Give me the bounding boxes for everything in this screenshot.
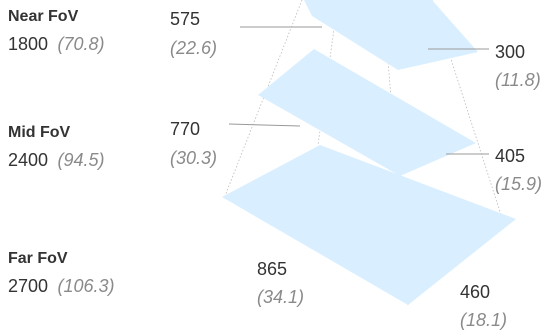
leader-lines (228, 26, 489, 155)
near-fov-distance-line: 1800 (70.8) (8, 34, 105, 54)
near-width-value: 575 (170, 9, 200, 29)
far-fov-distance-line: 2700 (106.3) (8, 276, 115, 296)
far-fov-distance: 2700 (8, 276, 48, 296)
near-height-value: 300 (495, 42, 525, 62)
far-fov-distance-inches: (106.3) (58, 276, 115, 296)
mid-fov-distance: 2400 (8, 150, 48, 170)
far-height-value: 460 (460, 282, 490, 302)
far-height-inches: (18.1) (460, 310, 507, 330)
near-fov-distance: 1800 (8, 34, 48, 54)
far-fov-title: Far FoV (8, 250, 68, 267)
mid-height-inches: (15.9) (495, 174, 542, 194)
far-width-value: 865 (257, 259, 287, 279)
near-fov-plane (304, 0, 478, 70)
far-fov-plane (222, 145, 516, 305)
mid-width-leader (228, 123, 301, 127)
mid-width-inches: (30.3) (170, 148, 217, 168)
mid-width-value: 770 (170, 119, 200, 139)
mid-fov-title: Mid FoV (8, 124, 71, 141)
near-width-inches: (22.6) (170, 38, 217, 58)
mid-height-value: 405 (495, 146, 525, 166)
mid-fov-distance-line: 2400 (94.5) (8, 150, 105, 170)
near-fov-distance-inches: (70.8) (58, 34, 105, 54)
near-height-inches: (11.8) (495, 70, 541, 90)
near-fov-title: Near FoV (8, 8, 79, 25)
mid-fov-plane (258, 49, 476, 176)
far-width-inches: (34.1) (257, 287, 304, 307)
mid-fov-distance-inches: (94.5) (58, 150, 105, 170)
